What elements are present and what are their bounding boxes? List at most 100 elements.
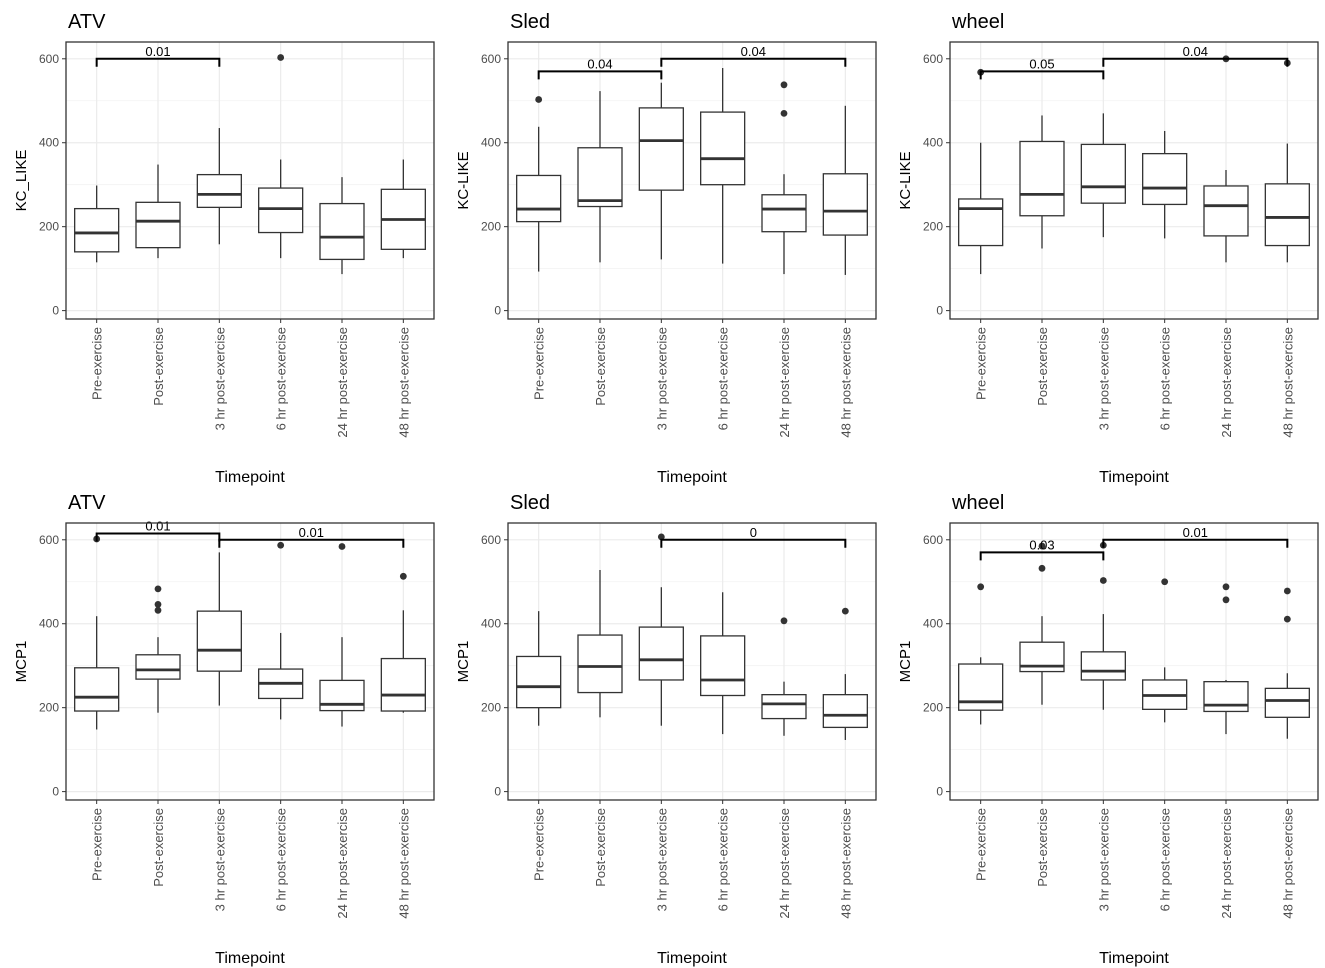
box-6: [1264, 587, 1310, 739]
box-3: [1080, 113, 1126, 238]
x-tick-label: 3 hr post-exercise: [654, 808, 669, 911]
box-iqr: [135, 654, 181, 680]
box-4: [700, 68, 746, 264]
x-tick-label: 3 hr post-exercise: [212, 808, 227, 911]
y-tick-label: 400: [39, 617, 59, 631]
x-tick-label: Pre-exercise: [974, 808, 989, 881]
box-iqr: [1203, 680, 1249, 713]
outlier-point: [1283, 615, 1291, 623]
y-tick-label: 0: [494, 785, 501, 799]
box-iqr: [1080, 651, 1126, 681]
panel-title: wheel: [951, 11, 1004, 33]
box-iqr: [700, 111, 746, 186]
outlier-point: [780, 81, 788, 89]
box-1: [958, 68, 1004, 275]
y-tick-label: 400: [481, 136, 501, 150]
panel-title: Sled: [510, 11, 550, 33]
boxplot-panel-2: 0.04 0.04 0 200 400 600 Pre-exercise Post-exerc…: [455, 11, 877, 486]
box-iqr: [958, 663, 1004, 711]
box-5: [319, 177, 365, 275]
box-iqr: [1264, 183, 1310, 247]
x-tick-label: 3 hr post-exercise: [654, 327, 669, 430]
outlier-point: [154, 585, 162, 593]
box-4: [1142, 130, 1188, 239]
box-3: [196, 128, 242, 245]
x-tick-label: 6 hr post-exercise: [716, 808, 731, 911]
panel-background: [508, 42, 876, 319]
outlier-point: [338, 543, 346, 550]
y-tick-label: 0: [52, 304, 59, 318]
box-3: [196, 552, 242, 706]
x-tick-label: 6 hr post-exercise: [274, 808, 289, 911]
box-3: [638, 533, 684, 726]
y-tick-label: 200: [39, 220, 59, 234]
x-tick-label: 3 hr post-exercise: [1096, 808, 1111, 911]
outlier-point: [780, 617, 788, 625]
p-value-label: 0.01: [299, 525, 324, 540]
y-tick-label: 200: [923, 220, 943, 234]
outlier-point: [1283, 587, 1291, 595]
x-tick-label: 24 hr post-exercise: [1219, 808, 1234, 919]
box-iqr: [1019, 140, 1065, 217]
box-iqr: [196, 173, 242, 209]
y-tick-label: 400: [481, 617, 501, 631]
x-tick-label: 6 hr post-exercise: [1158, 327, 1173, 430]
box-iqr: [319, 679, 365, 712]
box-4: [258, 54, 304, 259]
x-tick-label: 3 hr post-exercise: [1096, 327, 1111, 430]
y-axis-label: MCP1: [897, 641, 914, 683]
box-1: [516, 96, 562, 272]
boxplot-panel-1: 0.01 0 200 400 600 Pre-exercise Post-exercise 3…: [13, 11, 435, 486]
outlier-point: [1222, 583, 1230, 591]
box-iqr: [135, 201, 181, 249]
x-tick-label: 6 hr post-exercise: [274, 327, 289, 430]
panel-border: [949, 41, 1319, 320]
box-iqr: [1080, 143, 1126, 204]
outlier-point: [1038, 564, 1046, 572]
comparison-bracket-2: 0.01: [218, 525, 405, 548]
box-iqr: [380, 657, 426, 712]
y-tick-label: 400: [923, 136, 943, 150]
y-tick-label: 200: [39, 701, 59, 715]
y-axis-label: KC_LIKE: [13, 150, 30, 212]
outlier-point: [780, 109, 788, 117]
panel-border: [507, 41, 877, 320]
box-iqr: [258, 187, 304, 234]
panel-border: [65, 522, 435, 801]
comparison-bracket-2: 0.01: [1102, 525, 1289, 548]
box-iqr: [319, 202, 365, 261]
x-tick-label: 24 hr post-exercise: [1219, 327, 1234, 438]
x-tick-label: 24 hr post-exercise: [777, 808, 792, 919]
p-value-label: 0.04: [587, 56, 612, 71]
box-iqr: [638, 107, 684, 191]
box-iqr: [958, 198, 1004, 247]
y-tick-label: 200: [923, 701, 943, 715]
panel-title: ATV: [68, 492, 106, 514]
outlier-point: [1038, 542, 1046, 550]
outlier-point: [977, 583, 985, 591]
box-iqr: [1142, 152, 1188, 206]
panel-background: [66, 523, 434, 800]
y-axis-label: KC-LIKE: [455, 151, 472, 209]
box-iqr: [761, 694, 807, 720]
x-tick-label: Post-exercise: [151, 808, 166, 887]
box-iqr: [516, 174, 562, 223]
p-value-label: 0.01: [145, 518, 170, 533]
p-value-label: 0.04: [741, 44, 766, 59]
box-5: [1203, 55, 1249, 263]
boxplot-panel-6: 0.03 0.01 0 200 400 600 Pre-exercise Post-exerc…: [897, 492, 1319, 967]
bracket-line: [979, 551, 1105, 561]
outlier-point: [154, 601, 162, 608]
bracket-line: [95, 532, 221, 542]
box-iqr: [761, 194, 807, 233]
y-tick-label: 0: [936, 785, 943, 799]
outlier-point: [535, 96, 543, 103]
y-tick-label: 600: [923, 52, 943, 66]
box-iqr: [74, 207, 120, 253]
box-iqr: [638, 626, 684, 681]
box-6: [822, 105, 868, 275]
x-tick-label: Pre-exercise: [90, 327, 105, 400]
box-5: [1203, 583, 1249, 735]
panel-background: [950, 523, 1318, 800]
bracket-line: [1102, 57, 1289, 67]
